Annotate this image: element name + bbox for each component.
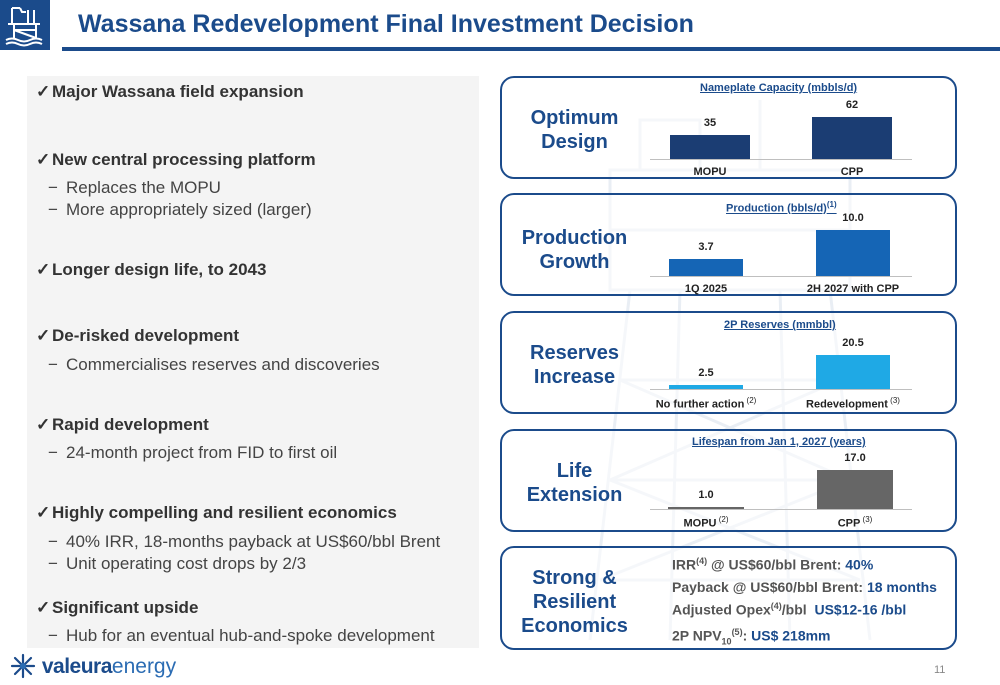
bullet-design-life: ✓ Longer design life, to 2043 (36, 260, 267, 279)
sub-bullet: − More appropriately sized (larger) (48, 200, 312, 219)
left-panel (27, 76, 479, 648)
title-divider (62, 47, 1000, 51)
card-label: Production Growth (521, 227, 628, 273)
bullet-de-risked: ✓ De-risked development (36, 326, 240, 345)
bar-reserves-0 (669, 385, 743, 389)
valeura-star-icon (10, 653, 36, 679)
card-label: Reserves Increase (530, 342, 619, 388)
sub-bullet: − Replaces the MOPU (48, 178, 221, 197)
check-icon: ✓ (36, 82, 51, 101)
bar-reserves-1 (816, 355, 890, 389)
chart-title-capacity: Nameplate Capacity (mbbls/d) (700, 82, 858, 94)
category-label-lifespan-0: MOPU (2) (683, 515, 729, 530)
page-number: 11 (934, 664, 946, 676)
footer-brand-logo: valeuraenergy (10, 653, 176, 679)
bar-production-0 (669, 259, 743, 276)
bar-capacity-1 (812, 117, 892, 159)
chart-title-reserves: 2P Reserves (mmbbl) (724, 319, 836, 331)
category-label-production-1: 2H 2027 with CPP (806, 283, 900, 295)
metric-payback: Payback @ US$60/bbl Brent: 18 months (672, 579, 937, 595)
check-icon: ✓ (36, 415, 51, 434)
category-label-capacity-1: CPP (840, 166, 864, 178)
category-label-production-0: 1Q 2025 (684, 283, 728, 295)
value-label-reserves-1: 20.5 (842, 337, 864, 349)
value-label-capacity-1: 62 (845, 99, 859, 111)
page-title: Wassana Redevelopment Final Investment D… (78, 10, 694, 38)
value-label-lifespan-0: 1.0 (698, 489, 714, 501)
category-label-reserves-1: Redevelopment (3) (806, 396, 900, 411)
value-label-production-1: 10.0 (842, 212, 864, 224)
sub-bullet: −24-month project from FID to first oil (48, 443, 338, 462)
card-label: Life Extension (526, 460, 623, 506)
check-icon: ✓ (36, 260, 51, 279)
bullet-processing-platform: ✓ New central processing platform (36, 150, 316, 169)
card-economics: Strong & Resilient Economics (500, 546, 957, 650)
metric-npv: 2P NPV10(5): US$ 218mm (672, 627, 831, 647)
sub-bullet: − Unit operating cost drops by 2/3 (48, 554, 307, 573)
card-label: Strong & Resilient Economics (521, 567, 628, 637)
chart-baseline-capacity (650, 159, 912, 160)
chart-baseline-lifespan (650, 509, 912, 510)
bar-production-1 (816, 230, 890, 276)
chart-baseline-reserves (650, 389, 912, 390)
bullet-upside: ✓ Significant upside (36, 598, 199, 617)
value-label-lifespan-1: 17.0 (844, 452, 866, 464)
bar-capacity-0 (670, 135, 750, 159)
chart-title-lifespan: Lifespan from Jan 1, 2027 (years) (692, 436, 866, 448)
value-label-production-0: 3.7 (698, 241, 714, 253)
category-label-capacity-0: MOPU (693, 166, 727, 178)
category-label-lifespan-1: CPP (3) (837, 515, 873, 530)
check-icon: ✓ (36, 503, 51, 522)
bullet-economics: ✓ Highly compelling and resilient economi… (36, 503, 397, 522)
value-label-reserves-0: 2.5 (698, 367, 714, 379)
offshore-platform-icon (5, 7, 43, 47)
metric-irr: IRR(4) @ US$60/bbl Brent: 40% (672, 556, 874, 573)
check-icon: ✓ (36, 598, 51, 617)
check-icon: ✓ (36, 150, 51, 169)
sub-bullet: − Commercialises reserves and discoveries (48, 355, 380, 374)
check-icon: ✓ (36, 326, 51, 345)
bar-lifespan-0 (668, 507, 744, 509)
header-logo (0, 0, 50, 50)
bullet-rapid-development: ✓ Rapid development (36, 415, 209, 434)
chart-title-production: Production (bbls/d)(1) (726, 200, 837, 215)
category-label-reserves-0: No further action (2) (655, 396, 757, 411)
sub-bullet: − Hub for an eventual hub-and-spoke devel… (48, 626, 435, 645)
sub-bullet: −40% IRR, 18-months payback at US$60/bbl… (48, 532, 441, 551)
metric-opex: Adjusted Opex(4)/bbl US$12-16 /bbl (672, 601, 907, 618)
bullet-field-expansion: ✓ Major Wassana field expansion (36, 82, 304, 101)
chart-baseline-production (650, 276, 912, 277)
card-label: Optimum Design (530, 107, 619, 153)
value-label-capacity-0: 35 (703, 117, 717, 129)
bar-lifespan-1 (817, 470, 893, 509)
